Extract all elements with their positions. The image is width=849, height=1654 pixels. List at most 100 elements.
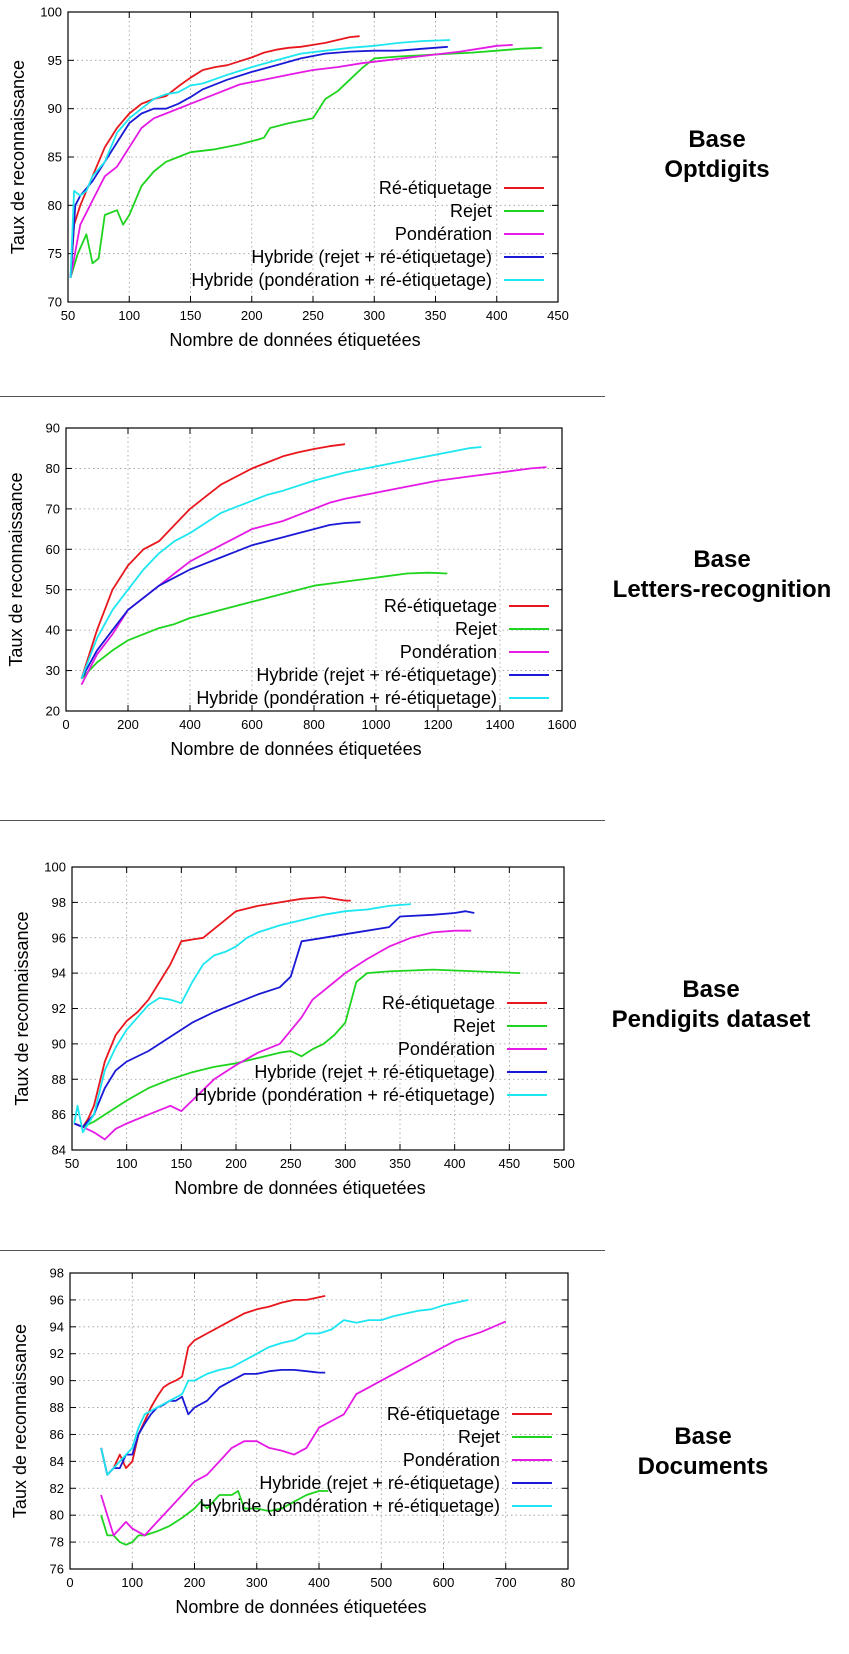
y-tick-label: 84: [52, 1143, 66, 1158]
x-tick-label: 0: [62, 717, 69, 732]
x-tick-label: 0: [66, 1575, 73, 1590]
x-tick-label: 800: [303, 717, 325, 732]
y-tick-label: 80: [46, 461, 60, 476]
y-tick-label: 40: [46, 623, 60, 638]
base-label-title: Base: [688, 126, 746, 153]
series-line-hybride-ponderation: [100, 1299, 469, 1476]
x-tick-label: 700: [495, 1575, 517, 1590]
legend-label-hybride-ponderation: Hybride (pondération + ré-étiquetage): [194, 1085, 495, 1105]
x-tick-label: 100: [118, 308, 140, 323]
base-label: Base Documents: [588, 1422, 818, 1482]
y-tick-label: 96: [50, 1292, 64, 1307]
series-line-hybride-ponderation: [73, 903, 411, 1134]
panel-divider: [0, 820, 605, 821]
base-label-dataset: Pendigits dataset: [611, 1006, 811, 1033]
legend-label-rejet: Rejet: [455, 619, 497, 639]
series-line-hybride-ponderation: [69, 39, 451, 278]
y-axis-title: Taux de reconnaissance: [10, 1324, 30, 1518]
y-axis-title: Taux de reconnaissance: [8, 60, 28, 254]
legend-label-re-etiquetage: Ré-étiquetage: [384, 596, 497, 616]
series-line-hybride-ponderation: [80, 446, 482, 680]
x-tick-label: 350: [425, 308, 447, 323]
x-tick-label: 450: [498, 1156, 520, 1171]
legend-label-ponderation: Pondération: [395, 224, 492, 244]
x-tick-label: 400: [179, 717, 201, 732]
x-tick-label: 1600: [548, 717, 577, 732]
x-tick-label: 100: [121, 1575, 143, 1590]
legend-label-rejet: Rejet: [458, 1427, 500, 1447]
x-tick-label: 50: [65, 1156, 79, 1171]
y-tick-label: 92: [50, 1346, 64, 1361]
legend-label-ponderation: Pondération: [403, 1450, 500, 1470]
legend-label-hybride-rejet: Hybride (rejet + ré-étiquetage): [256, 665, 497, 685]
chart-documents: 0 100 200 300 400 500 600 700 80 76 78 80 82 84 86 88 90…: [10, 1266, 575, 1618]
y-axis-title: Taux de reconnaissance: [12, 911, 32, 1105]
base-label-title: Base: [674, 1423, 732, 1450]
y-tick-label: 88: [50, 1400, 64, 1415]
x-tick-label: 200: [241, 308, 263, 323]
y-tick-label: 85: [48, 150, 62, 165]
y-tick-label: 90: [52, 1036, 66, 1051]
panel-divider: [0, 396, 605, 397]
series-line-re-etiquetage: [100, 1295, 326, 1476]
y-tick-label: 70: [46, 501, 60, 516]
series-line-hybride-rejet: [73, 910, 475, 1128]
chart-letters-recognition: 0 200 400 600 800 1000 1200 1400 1600 20 30 40 50 60 7…: [6, 421, 577, 760]
base-label-dataset: Optdigits: [664, 156, 770, 183]
y-tick-label: 30: [46, 663, 60, 678]
y-tick-label: 86: [52, 1107, 66, 1122]
panel-divider: [0, 1250, 605, 1251]
series-line-rejet: [69, 46, 543, 279]
series-line-re-etiquetage: [73, 896, 351, 1128]
x-axis-title: Nombre de données étiquetées: [169, 330, 420, 350]
x-tick-label: 250: [280, 1156, 302, 1171]
y-tick-label: 98: [52, 895, 66, 910]
y-tick-label: 88: [52, 1072, 66, 1087]
x-tick-label: 300: [363, 308, 385, 323]
x-tick-label: 50: [61, 308, 75, 323]
base-label-dataset: Letters-recognition: [612, 576, 832, 603]
x-tick-label: 600: [433, 1575, 455, 1590]
y-tick-label: 76: [50, 1562, 64, 1577]
x-tick-label: 200: [117, 717, 139, 732]
x-tick-label: 1200: [424, 717, 453, 732]
x-tick-label: 400: [308, 1575, 330, 1590]
x-tick-label: 150: [180, 308, 202, 323]
x-tick-label: 1000: [362, 717, 391, 732]
chart-optdigits: 50 100 150 200 250 300 350 400 450 70 75 80 85 90 95 10…: [8, 5, 569, 351]
series-line-rejet: [80, 571, 448, 680]
x-tick-label: 200: [225, 1156, 247, 1171]
x-tick-label: 300: [246, 1575, 268, 1590]
chart-panel-pendigits: 50 100 150 200 250 300 350 400 450 500 84 86 88 90 92 9…: [0, 855, 849, 1245]
base-label-dataset: Documents: [637, 1453, 769, 1480]
legend-label-hybride-ponderation: Hybride (pondération + ré-étiquetage): [191, 270, 492, 290]
series-line-ponderation: [100, 1320, 507, 1537]
legend-label-re-etiquetage: Ré-étiquetage: [379, 178, 492, 198]
x-axis-title: Nombre de données étiquetées: [174, 1178, 425, 1198]
y-tick-label: 60: [46, 542, 60, 557]
x-axis-title: Nombre de données étiquetées: [175, 1597, 426, 1617]
series-line-re-etiquetage: [80, 443, 346, 679]
series-line-rejet: [100, 1490, 329, 1546]
series-line-hybride-rejet: [80, 521, 361, 680]
legend-label-hybride-rejet: Hybride (rejet + ré-étiquetage): [259, 1473, 500, 1493]
x-tick-label: 400: [444, 1156, 466, 1171]
y-tick-label: 82: [50, 1481, 64, 1496]
base-label: Base Optdigits: [602, 125, 832, 185]
legend-label-ponderation: Pondération: [400, 642, 497, 662]
legend-label-rejet: Rejet: [453, 1016, 495, 1036]
legend-label-hybride-ponderation: Hybride (pondération + ré-étiquetage): [199, 1496, 500, 1516]
legend-label-ponderation: Pondération: [398, 1039, 495, 1059]
x-tick-label: 600: [241, 717, 263, 732]
y-tick-label: 70: [48, 295, 62, 310]
y-tick-label: 20: [46, 704, 60, 719]
y-tick-label: 78: [50, 1535, 64, 1550]
y-tick-label: 75: [48, 246, 62, 261]
y-tick-label: 100: [40, 5, 62, 20]
x-tick-label: 250: [302, 308, 324, 323]
base-label-title: Base: [693, 546, 751, 573]
x-tick-label: 200: [184, 1575, 206, 1590]
x-tick-label: 80: [561, 1575, 575, 1590]
legend-label-re-etiquetage: Ré-étiquetage: [382, 993, 495, 1013]
y-tick-label: 95: [48, 53, 62, 68]
